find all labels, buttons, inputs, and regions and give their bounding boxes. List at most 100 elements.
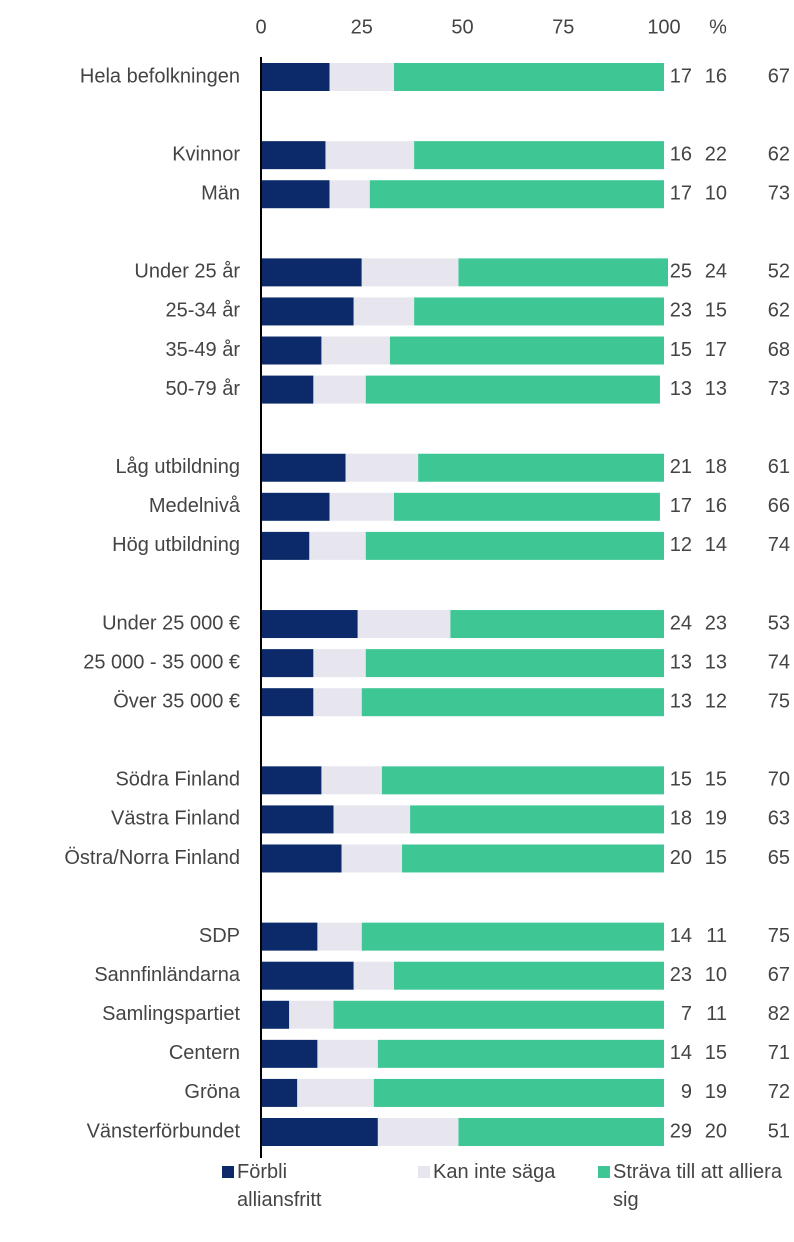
y-tick-label: Sannfinländarna xyxy=(94,964,241,986)
value-label: 61 xyxy=(768,456,790,478)
legend-swatch xyxy=(418,1166,430,1178)
value-label: 15 xyxy=(670,339,692,361)
value-label: 18 xyxy=(670,808,692,830)
bar-segment xyxy=(313,649,366,678)
bar-segment xyxy=(313,375,366,404)
value-label: 24 xyxy=(670,612,692,634)
value-label: 67 xyxy=(768,65,790,87)
bar-segment xyxy=(261,1000,290,1029)
value-label: 14 xyxy=(670,1042,692,1064)
bar-segment xyxy=(353,961,394,990)
y-tick-label: Medelnivå xyxy=(149,495,241,517)
value-label: 10 xyxy=(705,964,727,986)
x-tick-label: 0 xyxy=(255,16,266,38)
bar-segment xyxy=(393,63,664,91)
y-tick-label: Låg utbildning xyxy=(115,456,240,478)
y-tick-label: Gröna xyxy=(184,1081,240,1103)
value-label: 66 xyxy=(768,495,790,517)
value-label: 13 xyxy=(670,690,692,712)
bar-segment xyxy=(329,492,394,521)
bar-segment xyxy=(393,492,660,521)
y-tick-label: Hög utbildning xyxy=(112,534,240,556)
bar-segment xyxy=(261,336,322,365)
bar-segment xyxy=(393,961,664,990)
x-tick-label: 75 xyxy=(552,16,574,38)
value-label: 67 xyxy=(768,964,790,986)
value-label: 21 xyxy=(670,456,692,478)
bar-segment xyxy=(261,922,318,951)
value-label: 18 xyxy=(705,456,727,478)
value-label: 16 xyxy=(670,143,692,165)
bar-segment xyxy=(365,531,664,560)
value-label: 15 xyxy=(705,847,727,869)
bar-segment xyxy=(261,1039,318,1068)
x-tick-label: 50 xyxy=(451,16,473,38)
y-tick-label: 25 000 - 35 000 € xyxy=(83,651,240,673)
bar-segment xyxy=(261,258,362,287)
bar-segment xyxy=(317,922,362,951)
bar-segment xyxy=(373,1078,664,1107)
bar-segment xyxy=(321,336,390,365)
bar-segment xyxy=(261,375,314,404)
bar-segment xyxy=(261,1118,378,1146)
value-label: 16 xyxy=(705,65,727,87)
unit-label: % xyxy=(709,16,727,38)
value-label: 13 xyxy=(705,651,727,673)
bar-segment xyxy=(289,1000,334,1029)
value-label: 14 xyxy=(670,925,692,947)
value-label: 13 xyxy=(670,378,692,400)
bar-segment xyxy=(389,336,664,365)
x-tick-label: 25 xyxy=(351,16,373,38)
value-label: 24 xyxy=(705,261,727,283)
value-label: 62 xyxy=(768,300,790,322)
value-label: 75 xyxy=(768,690,790,712)
bar-segment xyxy=(361,688,664,717)
bar-segment xyxy=(261,766,322,795)
value-label: 12 xyxy=(705,690,727,712)
bar-segment xyxy=(313,688,362,717)
bar-segment xyxy=(414,141,664,170)
value-label: 10 xyxy=(705,183,727,205)
value-label: 68 xyxy=(768,339,790,361)
y-tick-label: 50-79 år xyxy=(166,378,241,400)
value-label: 7 xyxy=(681,1003,692,1025)
chart: % 0 25 50 75 100 Hela befolkningen 17 16 67 Kvinn… xyxy=(64,16,790,1158)
value-label: 72 xyxy=(768,1081,790,1103)
bar-segment xyxy=(353,297,415,326)
legend-label: Kan inte säga xyxy=(433,1161,556,1183)
bar-segment xyxy=(261,649,314,678)
value-label: 25 xyxy=(670,261,692,283)
value-label: 29 xyxy=(670,1120,692,1142)
bar-segment xyxy=(329,63,394,91)
value-label: 13 xyxy=(670,651,692,673)
value-label: 11 xyxy=(706,925,727,947)
bar-segment xyxy=(261,805,334,834)
bar-segment xyxy=(458,1118,664,1146)
bar-segment xyxy=(309,531,366,560)
value-label: 19 xyxy=(705,808,727,830)
value-label: 23 xyxy=(670,300,692,322)
bar-segment xyxy=(317,1039,378,1068)
x-tick-label: 100 xyxy=(647,16,680,38)
y-tick-label: 35-49 år xyxy=(166,339,241,361)
bar-segment xyxy=(450,610,664,639)
bar-segment xyxy=(321,766,382,795)
value-label: 19 xyxy=(705,1081,727,1103)
value-label: 70 xyxy=(768,769,790,791)
legend-swatch xyxy=(222,1166,234,1178)
bar-segment xyxy=(381,766,664,795)
bar-segment xyxy=(341,844,403,873)
value-label: 16 xyxy=(705,495,727,517)
bar-segment xyxy=(361,258,459,287)
value-label: 9 xyxy=(681,1081,692,1103)
y-tick-label: Kvinnor xyxy=(172,143,240,165)
bar-segment xyxy=(261,453,346,482)
value-label: 22 xyxy=(705,143,727,165)
value-label: 14 xyxy=(705,534,727,556)
legend-swatch xyxy=(598,1166,610,1178)
bar-segment xyxy=(329,180,370,209)
y-tick-label: Över 35 000 € xyxy=(113,690,240,712)
bar-segment xyxy=(410,805,664,834)
bar-segment xyxy=(261,531,310,560)
